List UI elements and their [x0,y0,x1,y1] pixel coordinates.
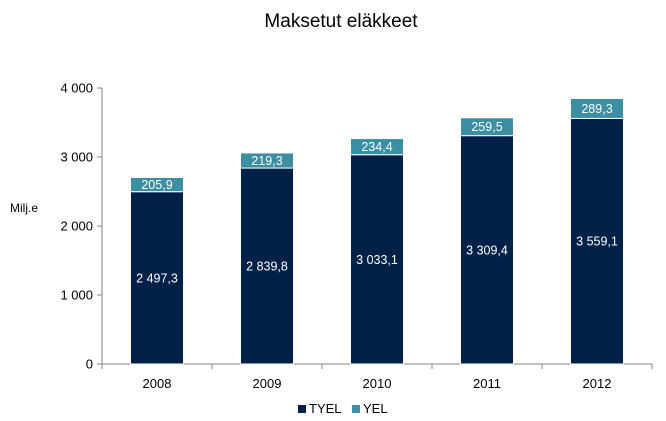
x-tick-label: 2011 [473,376,501,391]
y-tick-label: 3 000 [60,150,93,165]
legend-swatch-yel [352,405,360,413]
data-label-tyel: 2 839,8 [246,260,288,274]
y-tick-label: 1 000 [60,288,93,303]
legend-swatch-tyel [298,405,306,413]
data-label-yel: 219,3 [251,154,282,168]
y-tick-label: 4 000 [60,81,93,96]
legend-label-tyel: TYEL [309,401,342,416]
x-tick-label: 2012 [583,376,612,391]
data-label-tyel: 3 559,1 [576,235,618,249]
y-axis-label: Milj.e [10,201,38,215]
bar-group: 2 497,3 205,9 2 839,8 219,3 3 033,1 234,4 3 30… [130,97,624,365]
chart-title: Maksetut eläkkeet [264,11,418,32]
data-label-tyel: 2 497,3 [136,271,178,285]
data-label-yel: 234,4 [361,140,392,154]
bar-yel-2010 [350,138,404,156]
bar-tyel-2008 [130,191,184,365]
bar-yel-2008 [130,176,184,193]
x-tick-label: 2010 [363,376,392,391]
data-label-tyel: 3 033,1 [356,253,398,267]
legend-label-yel: YEL [363,401,388,416]
data-label-yel: 259,5 [471,120,502,134]
bar-tyel-2009 [240,167,294,365]
bar-yel-2011 [460,117,514,137]
y-tick-label: 2 000 [60,219,93,234]
y-tick-label: 0 [86,357,93,372]
bar-tyel-2010 [350,154,404,365]
bar-yel-2012 [570,97,624,119]
data-label-yel: 289,3 [581,102,612,116]
data-label-yel: 205,9 [141,178,172,192]
x-tick-label: 2009 [253,376,282,391]
legend: TYEL YEL [298,401,388,416]
bar-tyel-2012 [570,117,624,365]
x-axis: 2008 2009 2010 2011 2012 [101,363,653,391]
y-axis: 0 1 000 2 000 3 000 4 000 [60,81,103,372]
x-tick-label: 2008 [143,376,172,391]
bar-yel-2009 [240,152,294,169]
data-label-tyel: 3 309,4 [466,243,508,257]
